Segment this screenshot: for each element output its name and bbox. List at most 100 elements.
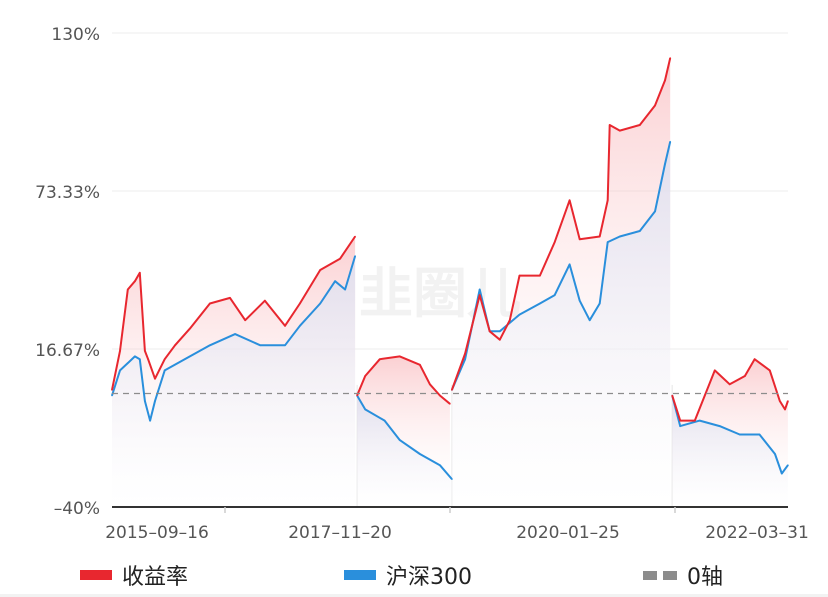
- data-point: [499, 338, 501, 341]
- data-point: [488, 330, 491, 333]
- series-line-return: [671, 358, 789, 422]
- series-area-csi300: [451, 141, 671, 507]
- data-point: [419, 453, 421, 455]
- data-point: [578, 238, 581, 241]
- data-point: [553, 294, 556, 296]
- data-point: [449, 403, 451, 405]
- data-point: [379, 358, 381, 361]
- data-point: [606, 241, 609, 243]
- data-point: [671, 394, 673, 397]
- data-point: [779, 400, 781, 402]
- data-point: [229, 297, 231, 299]
- data-point: [344, 288, 346, 291]
- data-point: [264, 299, 266, 302]
- data-point: [284, 344, 286, 347]
- data-point: [619, 235, 621, 238]
- data-point: [147, 358, 149, 361]
- data-point: [464, 352, 466, 355]
- data-point: [784, 408, 786, 411]
- data-point: [639, 124, 641, 126]
- series-area-csi300: [112, 256, 356, 507]
- data-point: [209, 344, 211, 347]
- y-tick-label: 130%: [51, 25, 100, 45]
- data-point: [244, 319, 246, 322]
- data-point: [284, 325, 286, 327]
- data-point: [714, 369, 716, 372]
- legend-label: 沪深300: [386, 565, 472, 590]
- data-point: [578, 299, 581, 302]
- data-point: [606, 199, 609, 202]
- data-point: [334, 280, 336, 283]
- data-point: [419, 364, 421, 366]
- legend-item-zero-axis[interactable]: 0轴: [643, 560, 723, 590]
- data-point: [654, 210, 656, 213]
- data-point: [354, 255, 356, 257]
- x-tick-label: 2017–11–20: [288, 523, 392, 543]
- bottom-divider: [0, 594, 828, 597]
- data-point: [163, 369, 166, 372]
- data-point: [399, 439, 401, 441]
- data-point: [399, 355, 401, 358]
- data-point: [209, 302, 211, 305]
- data-point: [299, 325, 301, 327]
- data-point: [134, 280, 136, 283]
- data-point: [144, 350, 146, 352]
- x-tick-label: 2015–09–16: [105, 523, 209, 543]
- data-point: [753, 358, 756, 361]
- data-point: [669, 57, 671, 59]
- data-point: [787, 400, 789, 402]
- data-point: [539, 302, 541, 305]
- series-line-return: [111, 235, 356, 391]
- data-point: [758, 433, 761, 436]
- data-point: [478, 288, 481, 291]
- data-point: [119, 350, 121, 352]
- data-point: [553, 241, 556, 243]
- data-point: [728, 383, 731, 386]
- data-point: [669, 140, 671, 143]
- data-point: [364, 375, 367, 377]
- data-point: [499, 330, 501, 333]
- data-point: [694, 419, 696, 422]
- data-point: [139, 358, 141, 361]
- data-point: [439, 464, 441, 467]
- data-point: [299, 302, 301, 305]
- data-point: [354, 235, 356, 238]
- data-point: [429, 383, 431, 386]
- data-point: [619, 129, 621, 132]
- y-tick-label: –40%: [54, 499, 100, 519]
- legend-item-return[interactable]: 收益率: [80, 560, 188, 590]
- data-point: [608, 124, 611, 126]
- legend-label: 收益率: [122, 565, 189, 590]
- data-point: [588, 319, 591, 322]
- data-point: [183, 358, 186, 361]
- data-point: [704, 394, 706, 397]
- data-point: [598, 235, 601, 238]
- data-point: [149, 419, 151, 422]
- series-area-csi300: [357, 395, 452, 507]
- data-point: [518, 274, 521, 277]
- data-point: [639, 230, 641, 232]
- data-point: [787, 464, 789, 467]
- data-point: [154, 400, 156, 402]
- data-point: [364, 408, 367, 411]
- data-point: [568, 199, 571, 202]
- y-tick-label: 16.67%: [35, 341, 100, 361]
- legend-swatch-dashed: [643, 570, 677, 580]
- data-point: [664, 79, 666, 82]
- data-point: [383, 419, 386, 422]
- data-point: [339, 258, 341, 260]
- data-point: [234, 333, 236, 335]
- data-point: [174, 344, 176, 347]
- legend-swatch-blue: [344, 570, 376, 580]
- data-point: [598, 302, 601, 305]
- data-point: [744, 375, 746, 377]
- data-point: [738, 433, 741, 436]
- legend-label: 0轴: [687, 565, 723, 590]
- data-point: [518, 313, 521, 316]
- data-point: [356, 394, 358, 397]
- legend-item-csi300[interactable]: 沪深300: [344, 560, 472, 590]
- x-tick-label: 2022–03–31: [705, 523, 809, 543]
- data-point: [163, 358, 166, 361]
- data-point: [679, 419, 681, 422]
